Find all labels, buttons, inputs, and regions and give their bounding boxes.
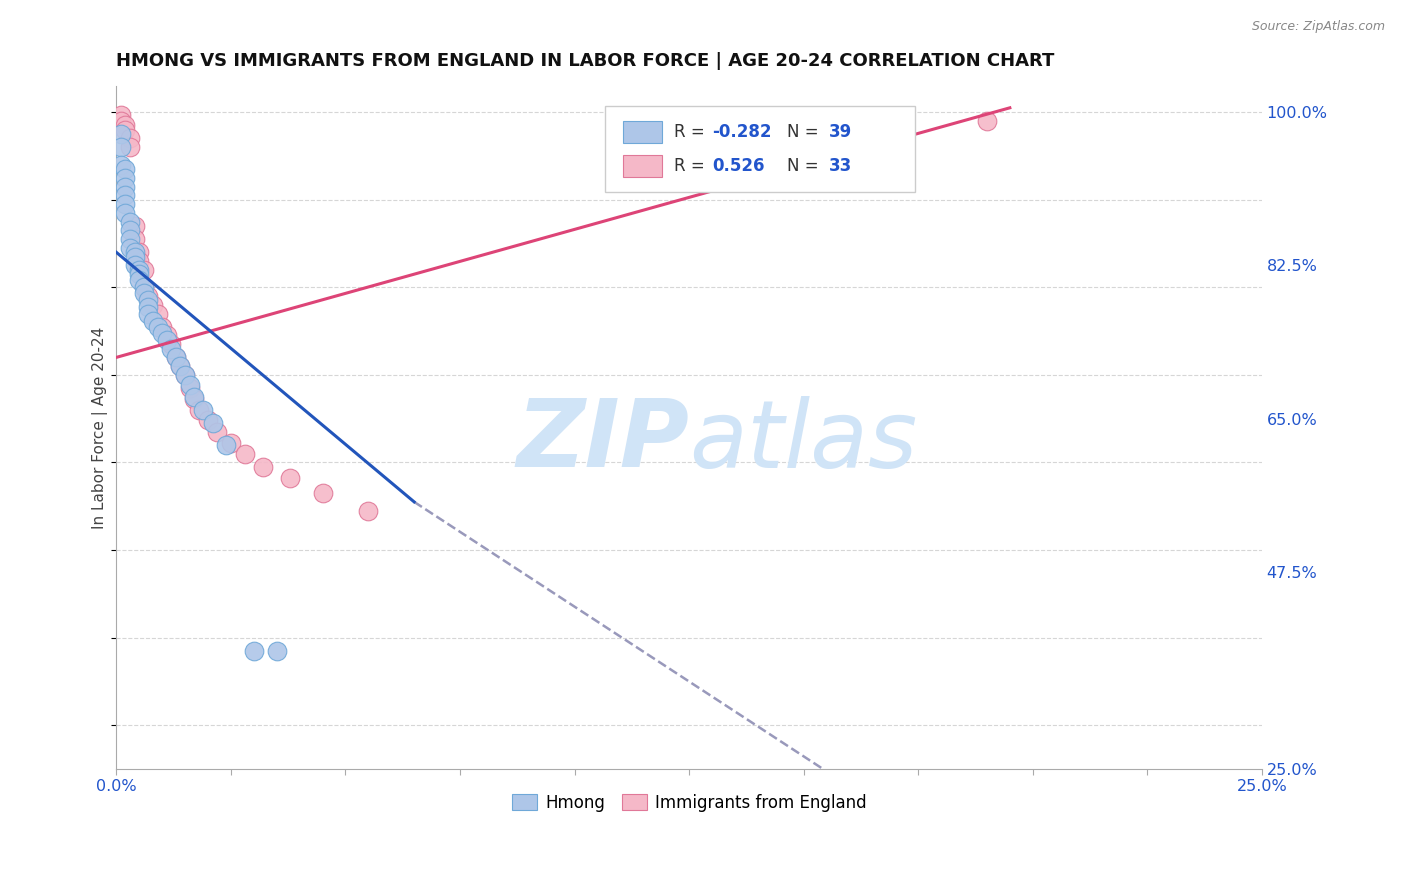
Point xyxy=(160,337,183,351)
Point xyxy=(118,140,141,154)
Text: 39: 39 xyxy=(828,123,852,141)
Point xyxy=(187,403,209,417)
Point xyxy=(146,319,169,334)
Point xyxy=(110,114,132,128)
Point xyxy=(311,486,333,500)
Point xyxy=(138,289,160,303)
Point xyxy=(132,280,155,294)
Point xyxy=(132,280,155,294)
Point xyxy=(128,254,150,268)
Point xyxy=(156,328,179,343)
Point xyxy=(124,259,146,273)
Point xyxy=(205,425,228,439)
Point xyxy=(142,298,165,312)
Point xyxy=(138,293,160,308)
Point xyxy=(357,503,380,517)
Point xyxy=(110,158,132,172)
Text: R =: R = xyxy=(673,123,710,141)
Point xyxy=(242,644,264,658)
Point xyxy=(124,250,146,264)
Point xyxy=(160,342,183,356)
Point xyxy=(124,245,146,260)
Point xyxy=(142,313,165,327)
Point xyxy=(252,459,274,474)
Point xyxy=(976,114,998,128)
Point xyxy=(215,438,238,452)
Point xyxy=(197,413,219,427)
Point xyxy=(110,108,132,122)
Point xyxy=(114,170,136,185)
Text: ZIP: ZIP xyxy=(516,395,689,487)
Point xyxy=(150,319,173,334)
Point xyxy=(118,232,141,246)
Point xyxy=(179,378,201,392)
Point xyxy=(114,118,136,132)
Point xyxy=(110,140,132,154)
Point xyxy=(183,392,205,406)
Point xyxy=(138,300,160,314)
Text: N =: N = xyxy=(787,157,824,176)
Point xyxy=(219,436,242,450)
Point xyxy=(128,273,150,287)
Point xyxy=(128,245,150,260)
Y-axis label: In Labor Force | Age 20-24: In Labor Force | Age 20-24 xyxy=(93,326,108,529)
Point xyxy=(114,188,136,202)
Point xyxy=(233,447,256,461)
Point xyxy=(138,307,160,321)
Point xyxy=(118,241,141,255)
Text: atlas: atlas xyxy=(689,395,917,487)
Text: -0.282: -0.282 xyxy=(713,123,772,141)
Point xyxy=(124,219,146,233)
Point xyxy=(114,162,136,177)
Point xyxy=(193,403,215,417)
Point xyxy=(110,127,132,141)
Point xyxy=(165,351,187,365)
Point xyxy=(118,214,141,228)
Point xyxy=(118,223,141,237)
Point xyxy=(179,381,201,395)
Point xyxy=(156,333,179,347)
Point xyxy=(118,131,141,145)
Text: N =: N = xyxy=(787,123,824,141)
Text: 0.526: 0.526 xyxy=(713,157,765,176)
Text: Source: ZipAtlas.com: Source: ZipAtlas.com xyxy=(1251,20,1385,33)
Point xyxy=(280,471,302,485)
Point xyxy=(150,326,173,340)
Point xyxy=(132,286,155,301)
Point xyxy=(169,359,191,373)
Point xyxy=(114,122,136,136)
Text: HMONG VS IMMIGRANTS FROM ENGLAND IN LABOR FORCE | AGE 20-24 CORRELATION CHART: HMONG VS IMMIGRANTS FROM ENGLAND IN LABO… xyxy=(117,53,1054,70)
Point xyxy=(169,359,191,373)
Point xyxy=(114,206,136,220)
Point xyxy=(201,416,224,430)
Point xyxy=(132,262,155,277)
Point xyxy=(128,262,150,277)
Point xyxy=(266,644,288,658)
FancyBboxPatch shape xyxy=(606,106,915,192)
Point xyxy=(128,267,150,281)
Point xyxy=(146,307,169,321)
Legend: Hmong, Immigrants from England: Hmong, Immigrants from England xyxy=(505,788,873,819)
Point xyxy=(183,390,205,404)
Point xyxy=(114,197,136,211)
Point xyxy=(174,368,197,382)
Text: R =: R = xyxy=(673,157,716,176)
Point xyxy=(174,368,197,382)
Point xyxy=(124,232,146,246)
Point xyxy=(114,179,136,194)
Point xyxy=(165,351,187,365)
FancyBboxPatch shape xyxy=(623,120,662,143)
FancyBboxPatch shape xyxy=(623,155,662,178)
Text: 33: 33 xyxy=(828,157,852,176)
